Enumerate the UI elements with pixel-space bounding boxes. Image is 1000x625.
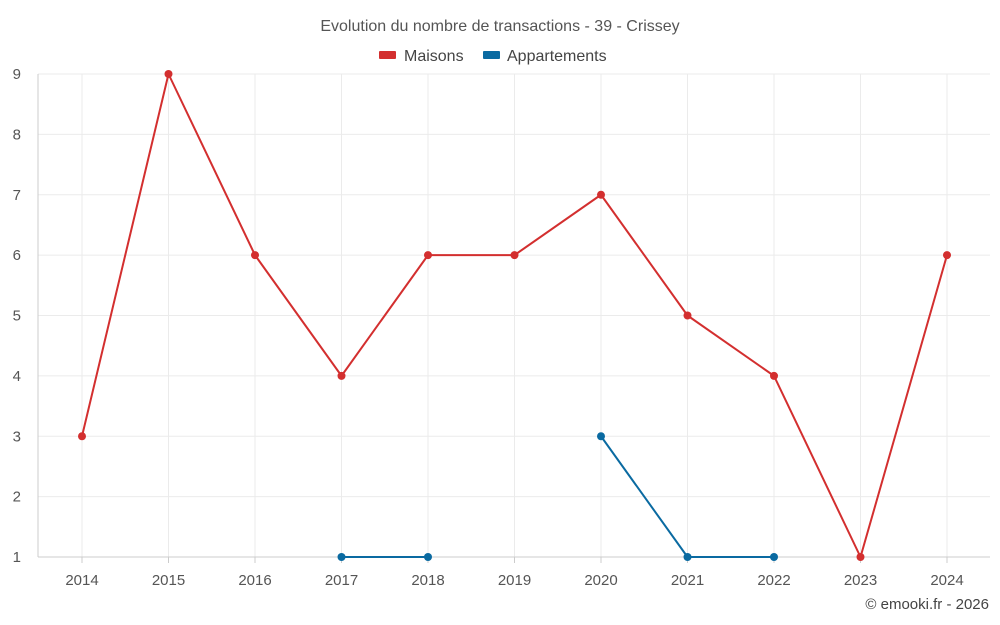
series-layer <box>78 70 951 561</box>
data-point-appartements <box>683 553 692 561</box>
legend: Maisons Appartements <box>379 48 607 65</box>
data-point-maisons <box>164 70 173 78</box>
x-tick-label: 2020 <box>584 572 617 589</box>
data-point-maisons <box>683 311 692 320</box>
series-maisons <box>78 70 951 561</box>
y-tick-label: 9 <box>13 66 21 83</box>
chart-title: Evolution du nombre de transactions - 39… <box>320 18 679 35</box>
legend-label-maisons: Maisons <box>404 48 464 65</box>
x-tick-label: 2018 <box>411 572 444 589</box>
data-point-appartements <box>424 553 432 561</box>
x-tick-label: 2017 <box>325 572 358 589</box>
x-tick-label: 2019 <box>498 572 531 589</box>
x-tick-label: 2014 <box>65 572 98 589</box>
data-point-maisons <box>943 251 951 260</box>
legend-swatch-appartements <box>483 51 500 59</box>
legend-item-maisons: Maisons <box>379 48 464 65</box>
x-tick-label: 2021 <box>671 572 704 589</box>
legend-swatch-maisons <box>379 51 396 59</box>
data-point-maisons <box>597 190 605 199</box>
legend-label-appartements: Appartements <box>507 48 607 65</box>
data-point-maisons <box>510 251 519 260</box>
data-point-appartements <box>597 432 605 441</box>
data-point-maisons <box>424 251 432 260</box>
data-point-maisons <box>251 251 259 260</box>
x-tick-label: 2016 <box>238 572 271 589</box>
x-tick-label: 2024 <box>930 572 963 589</box>
credit-text: © emooki.fr - 2026 <box>865 596 989 613</box>
y-tick-label: 5 <box>13 308 21 325</box>
data-point-maisons <box>337 371 346 380</box>
data-point-maisons <box>856 553 865 561</box>
data-point-maisons <box>770 371 778 380</box>
y-tick-label: 4 <box>13 368 21 385</box>
y-axis: 1 2 3 4 5 6 7 8 9 <box>13 66 39 566</box>
x-tick-label: 2023 <box>844 572 877 589</box>
x-tick-label: 2015 <box>152 572 185 589</box>
data-point-appartements <box>770 553 778 561</box>
data-point-appartements <box>337 553 346 561</box>
x-tick-label: 2022 <box>757 572 790 589</box>
legend-item-appartements: Appartements <box>483 48 607 65</box>
grid <box>38 73 990 558</box>
y-tick-label: 6 <box>13 247 21 264</box>
y-tick-label: 8 <box>13 126 21 143</box>
y-tick-label: 7 <box>13 187 21 204</box>
y-tick-label: 1 <box>13 549 21 566</box>
y-tick-label: 2 <box>13 489 21 506</box>
data-point-maisons <box>78 432 86 441</box>
x-axis: 2014 2015 2016 2017 2018 2019 2020 2021 2022 2023… <box>38 556 990 589</box>
series-appartements <box>337 432 778 561</box>
y-tick-label: 3 <box>13 428 21 445</box>
